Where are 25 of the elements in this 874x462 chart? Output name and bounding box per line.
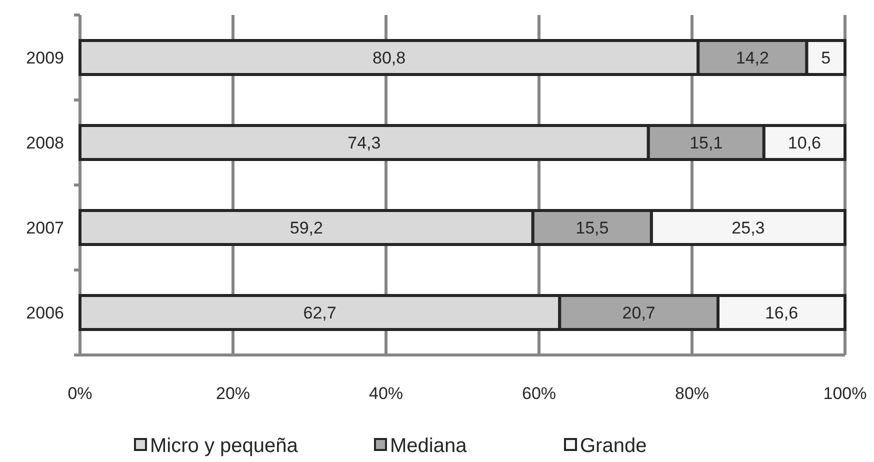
data-label: 25,3 <box>732 218 765 238</box>
data-label: 62,7 <box>303 303 336 322</box>
y-tick-label: 2006 <box>26 303 64 322</box>
data-label: 14,2 <box>736 48 769 68</box>
x-tick-label: 0% <box>68 384 92 403</box>
data-label: 10,6 <box>788 133 821 152</box>
x-tick-label: 80% <box>674 384 710 403</box>
data-label: 15,1 <box>690 133 723 152</box>
data-label: 74,3 <box>348 133 381 152</box>
y-tick-label: 2009 <box>26 48 64 68</box>
data-label: 15,5 <box>576 218 609 238</box>
data-label: 5 <box>821 48 831 68</box>
x-tick-label: 100% <box>823 384 867 403</box>
data-label: 20,7 <box>622 303 656 322</box>
x-tick-label: 20% <box>216 384 250 403</box>
legend-label: Micro y pequeña <box>150 435 299 457</box>
x-tick-label: 60% <box>522 384 556 403</box>
data-label: 80,8 <box>372 48 406 68</box>
y-tick-label: 2007 <box>26 218 64 238</box>
legend-label: Grande <box>580 435 647 457</box>
legend-label: Mediana <box>390 435 468 457</box>
y-tick-label: 2008 <box>26 133 64 152</box>
x-tick-label: 40% <box>368 384 404 403</box>
data-label: 16,6 <box>764 303 798 322</box>
data-label: 59,2 <box>290 218 323 238</box>
